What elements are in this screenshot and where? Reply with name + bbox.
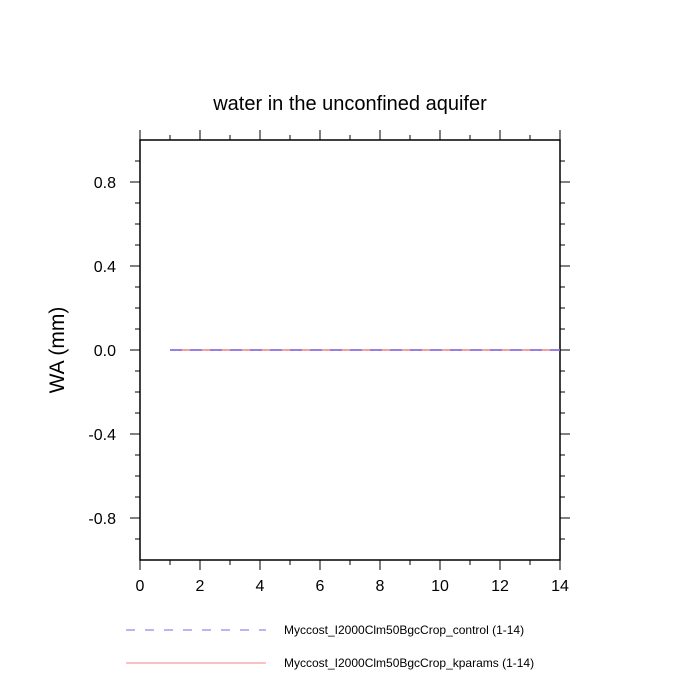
y-tick-label: -0.4	[88, 427, 116, 444]
y-tick-label: 0.0	[94, 343, 116, 360]
legend: Myccost_I2000Clm50BgcCrop_control (1-14)…	[126, 623, 534, 670]
x-tick-label: 2	[196, 578, 205, 595]
x-tick-label: 10	[431, 578, 449, 595]
legend-label-0: Myccost_I2000Clm50BgcCrop_control (1-14)	[284, 623, 524, 637]
minor-ticks	[135, 135, 565, 565]
x-tick-label: 14	[551, 578, 569, 595]
y-tick-label: -0.8	[88, 511, 116, 528]
major-ticks: 0 2 4 6 8 10 12 14 -0.8 -0.4 0.0 0.4 0.8	[88, 130, 570, 595]
x-tick-label: 0	[136, 578, 145, 595]
y-axis-label: WA (mm)	[46, 307, 69, 394]
chart-title: water in the unconfined aquifer	[212, 93, 487, 115]
legend-label-1: Myccost_I2000Clm50BgcCrop_kparams (1-14)	[284, 656, 534, 670]
y-tick-label: 0.4	[94, 259, 116, 276]
x-tick-label: 6	[316, 578, 325, 595]
x-tick-label: 12	[491, 578, 509, 595]
x-tick-label: 8	[376, 578, 385, 595]
y-tick-label: 0.8	[94, 175, 116, 192]
x-tick-label: 4	[256, 578, 265, 595]
